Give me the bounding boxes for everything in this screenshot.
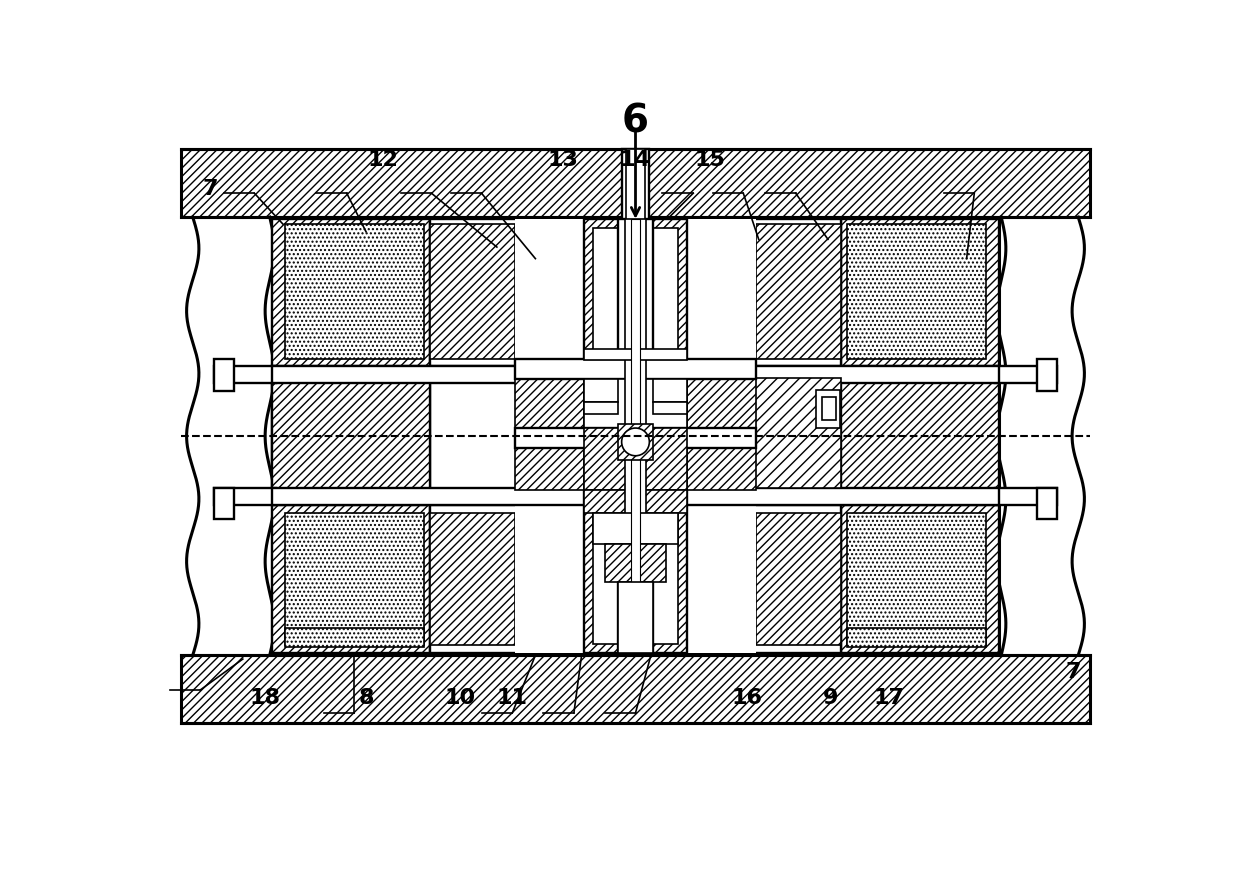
Bar: [756, 224, 841, 358]
Bar: [1038, 488, 1056, 519]
Text: 18: 18: [249, 687, 280, 707]
Bar: [584, 378, 618, 402]
Text: 15: 15: [694, 150, 725, 170]
Text: 13: 13: [548, 150, 578, 170]
Bar: [584, 402, 618, 414]
Bar: [618, 424, 653, 460]
Bar: [687, 366, 756, 428]
Text: 7: 7: [1065, 662, 1080, 682]
Text: 16: 16: [732, 687, 763, 707]
Bar: [430, 505, 841, 653]
Text: 14: 14: [619, 150, 650, 170]
Bar: [272, 366, 430, 505]
Bar: [631, 219, 640, 653]
Bar: [593, 228, 678, 644]
Bar: [622, 149, 649, 221]
Bar: [275, 221, 996, 650]
Bar: [515, 366, 584, 428]
Bar: [841, 219, 999, 653]
Bar: [430, 219, 841, 366]
Text: 9: 9: [822, 687, 838, 707]
Bar: [584, 428, 687, 490]
Bar: [584, 350, 687, 360]
Circle shape: [621, 428, 650, 456]
Bar: [584, 490, 687, 513]
Bar: [847, 513, 986, 645]
Bar: [272, 488, 999, 505]
Bar: [847, 628, 986, 647]
Bar: [994, 366, 1056, 384]
Bar: [653, 378, 687, 402]
Text: 12: 12: [367, 150, 398, 170]
Bar: [687, 448, 756, 490]
Bar: [816, 390, 839, 428]
Bar: [430, 224, 515, 358]
Bar: [756, 513, 841, 645]
Bar: [430, 513, 515, 645]
Text: 10: 10: [444, 687, 475, 707]
Text: 8: 8: [358, 687, 374, 707]
Bar: [1038, 358, 1056, 391]
Bar: [285, 224, 424, 358]
Bar: [215, 488, 277, 505]
Text: 11: 11: [497, 687, 528, 707]
Bar: [625, 219, 646, 653]
Bar: [618, 219, 653, 653]
Bar: [181, 655, 1090, 723]
Bar: [215, 358, 233, 391]
Bar: [618, 582, 653, 653]
Bar: [515, 358, 756, 378]
Bar: [626, 149, 645, 221]
Bar: [687, 378, 841, 488]
Bar: [515, 428, 756, 448]
Bar: [272, 366, 999, 384]
Bar: [822, 398, 836, 420]
Bar: [584, 378, 687, 429]
Bar: [285, 628, 424, 647]
Bar: [272, 219, 999, 653]
Bar: [285, 513, 424, 645]
Bar: [994, 488, 1056, 505]
Bar: [584, 219, 687, 653]
Text: 17: 17: [873, 687, 904, 707]
Bar: [841, 366, 999, 505]
Bar: [593, 513, 678, 543]
Text: 6: 6: [622, 103, 649, 140]
Bar: [515, 219, 756, 653]
Bar: [272, 219, 430, 653]
Bar: [605, 543, 666, 582]
Text: 7: 7: [203, 179, 218, 199]
Bar: [181, 149, 1090, 217]
Bar: [215, 366, 277, 384]
Bar: [515, 448, 584, 490]
Bar: [653, 402, 687, 414]
Bar: [847, 224, 986, 358]
Bar: [215, 488, 233, 519]
